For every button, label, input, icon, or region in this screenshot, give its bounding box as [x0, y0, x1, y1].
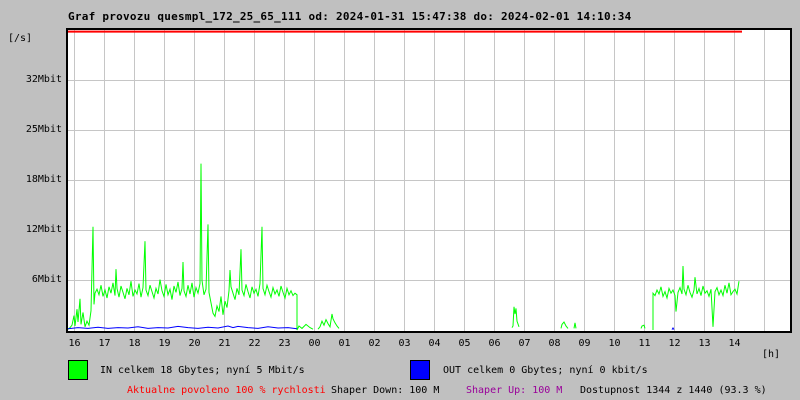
allowed-speed-label: Aktualne povoleno 100 % rychlosti: [127, 385, 326, 396]
out-legend-label: OUT celkem 0 Gbytes; nyní 0 kbit/s: [443, 365, 648, 376]
series-out: [68, 325, 298, 330]
x-tick-label: 06: [488, 338, 501, 349]
series-in: [317, 313, 340, 330]
x-tick-label: 11: [638, 338, 651, 349]
y-tick-label: 25Mbit: [25, 124, 62, 135]
availability-label: Dostupnost 1344 z 1440 (93.3 %): [580, 385, 767, 396]
x-tick-label: 16: [68, 338, 81, 349]
x-tick-label: 18: [128, 338, 141, 349]
in-legend-swatch: [68, 360, 88, 380]
x-tick-label: 19: [158, 338, 171, 349]
series-in: [68, 163, 314, 331]
graph-title: Graf provozu quesmpl_172_25_65_111 od: 2…: [68, 10, 632, 23]
x-tick-label: 10: [608, 338, 621, 349]
y-tick-label: 32Mbit: [25, 74, 62, 85]
x-tick-label: 07: [518, 338, 531, 349]
series-in: [652, 265, 740, 330]
series-in: [640, 324, 646, 329]
shaper-down-label: Shaper Down: 100 M: [331, 385, 440, 396]
x-tick-label: 02: [368, 338, 381, 349]
series-in: [573, 322, 577, 329]
traffic-chart: [68, 30, 790, 331]
x-tick-label: 22: [248, 338, 261, 349]
x-tick-label: 12: [668, 338, 681, 349]
series-out: [671, 327, 675, 330]
shaper-up-label: Shaper Up: 100 M: [466, 385, 563, 396]
out-legend-swatch: [410, 360, 430, 380]
x-tick-label: 04: [428, 338, 441, 349]
x-tick-label: 03: [398, 338, 411, 349]
y-tick-label: 18Mbit: [25, 174, 62, 185]
x-tick-label: 23: [278, 338, 291, 349]
x-tick-label: 00: [308, 338, 321, 349]
x-tick-label: 05: [458, 338, 471, 349]
x-tick-label: 09: [578, 338, 591, 349]
series-in: [560, 321, 569, 329]
y-axis-unit-label: [/s]: [8, 33, 33, 44]
in-legend-label: IN celkem 18 Gbytes; nyní 5 Mbit/s: [100, 365, 305, 376]
x-axis-unit-label: [h]: [762, 349, 781, 360]
y-tick-label: 6Mbit: [31, 274, 62, 285]
x-tick-label: 21: [218, 338, 231, 349]
x-tick-label: 13: [698, 338, 711, 349]
x-tick-label: 17: [98, 338, 111, 349]
series-in: [511, 306, 520, 328]
x-tick-label: 01: [338, 338, 351, 349]
x-tick-label: 20: [188, 338, 201, 349]
x-tick-label: 14: [728, 338, 741, 349]
x-tick-label: 08: [548, 338, 561, 349]
y-tick-label: 12Mbit: [25, 224, 62, 235]
